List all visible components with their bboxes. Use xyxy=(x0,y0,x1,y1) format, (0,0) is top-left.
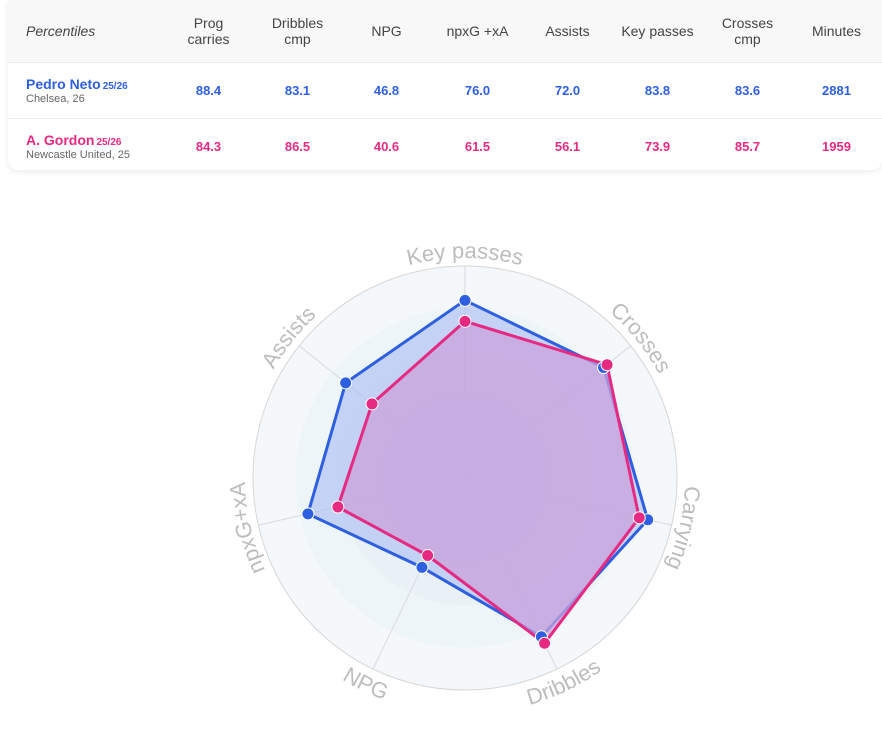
radar-data-point xyxy=(458,293,472,307)
player-season: 25/26 xyxy=(96,136,122,148)
radar-data-point xyxy=(458,314,472,328)
value-cell: 40.6 xyxy=(373,138,400,154)
column-header-line1: Crosses xyxy=(721,14,774,31)
player-club: Newcastle United, 25 xyxy=(26,148,130,161)
radar-data-point xyxy=(301,507,315,521)
radar-data-point xyxy=(365,397,379,411)
table-row-player2: A. Gordon 25/26 Newcastle United, 25 84.3… xyxy=(8,118,882,170)
column-header-key-passes[interactable]: Key passes xyxy=(611,0,704,62)
column-header-dribbles-cmp[interactable]: Dribbles cmp xyxy=(253,0,342,62)
column-header-npxg-xa[interactable]: npxG +xA xyxy=(431,0,524,62)
player-club: Chelsea, 26 xyxy=(26,92,85,105)
player-cell: A. Gordon 25/26 Newcastle United, 25 xyxy=(8,118,164,170)
value-cell: 76.0 xyxy=(464,82,491,98)
value-cell: 56.1 xyxy=(554,138,581,154)
player-name-link[interactable]: A. Gordon xyxy=(26,131,95,148)
column-header-line1: Dribbles xyxy=(271,14,324,31)
radar-data-point xyxy=(538,636,552,650)
column-header-line1: Key passes xyxy=(621,22,694,39)
radar-series-polygon xyxy=(336,319,641,645)
column-header-npg[interactable]: NPG xyxy=(342,0,431,62)
column-header-line2: carries xyxy=(187,30,230,47)
percentiles-table: Percentiles Prog carries Dribbles cmp NPG … xyxy=(8,0,882,170)
value-cell: 46.8 xyxy=(373,82,400,98)
column-header-line1: Assists xyxy=(545,22,590,39)
radar-data-point xyxy=(632,511,646,525)
value-cell: 83.6 xyxy=(734,82,761,98)
radar-data-point xyxy=(421,549,435,563)
player-season: 25/26 xyxy=(102,80,128,92)
value-cell: 2881 xyxy=(822,82,851,98)
column-header-crosses-cmp[interactable]: Crosses cmp xyxy=(704,0,791,62)
column-header-line2: cmp xyxy=(284,30,311,47)
column-header-line1: NPG xyxy=(371,22,402,39)
radar-data-point xyxy=(415,560,429,574)
radar-chart: Key passesCrossesCarryingDribblesNPGnpxG… xyxy=(225,238,705,710)
axis-label-text: Key passes xyxy=(404,238,526,270)
value-cell: 83.8 xyxy=(644,82,671,98)
value-cell: 88.4 xyxy=(195,82,222,98)
percentiles-card: Percentiles Prog carries Dribbles cmp NPG … xyxy=(8,0,882,170)
column-header-prog-carries[interactable]: Prog carries xyxy=(164,0,253,62)
table-header-row: Percentiles Prog carries Dribbles cmp NPG … xyxy=(8,0,882,62)
axis-label: Key passes xyxy=(404,238,526,270)
column-header-line1: Prog xyxy=(193,14,224,31)
column-header-minutes[interactable]: Minutes xyxy=(791,0,882,62)
value-cell: 72.0 xyxy=(554,82,581,98)
radar-data-point xyxy=(600,358,614,372)
value-cell: 73.9 xyxy=(644,138,671,154)
value-cell: 83.1 xyxy=(284,82,311,98)
column-header-line1: Minutes xyxy=(811,22,862,39)
column-header-line2: cmp xyxy=(734,30,761,47)
value-cell: 86.5 xyxy=(284,138,311,154)
radar-data-point xyxy=(331,500,345,514)
value-cell: 1959 xyxy=(822,138,851,154)
table-row-player1: Pedro Neto 25/26 Chelsea, 26 88.4 83.1 46… xyxy=(8,62,882,118)
player-name-link[interactable]: Pedro Neto xyxy=(26,75,101,92)
player-cell: Pedro Neto 25/26 Chelsea, 26 xyxy=(8,62,164,118)
value-cell: 85.7 xyxy=(734,138,761,154)
radar-data-point xyxy=(339,376,353,390)
value-cell: 84.3 xyxy=(195,138,222,154)
column-header-line1: npxG +xA xyxy=(446,22,509,39)
value-cell: 61.5 xyxy=(464,138,491,154)
percentiles-header: Percentiles xyxy=(26,22,96,39)
column-header-assists[interactable]: Assists xyxy=(524,0,611,62)
